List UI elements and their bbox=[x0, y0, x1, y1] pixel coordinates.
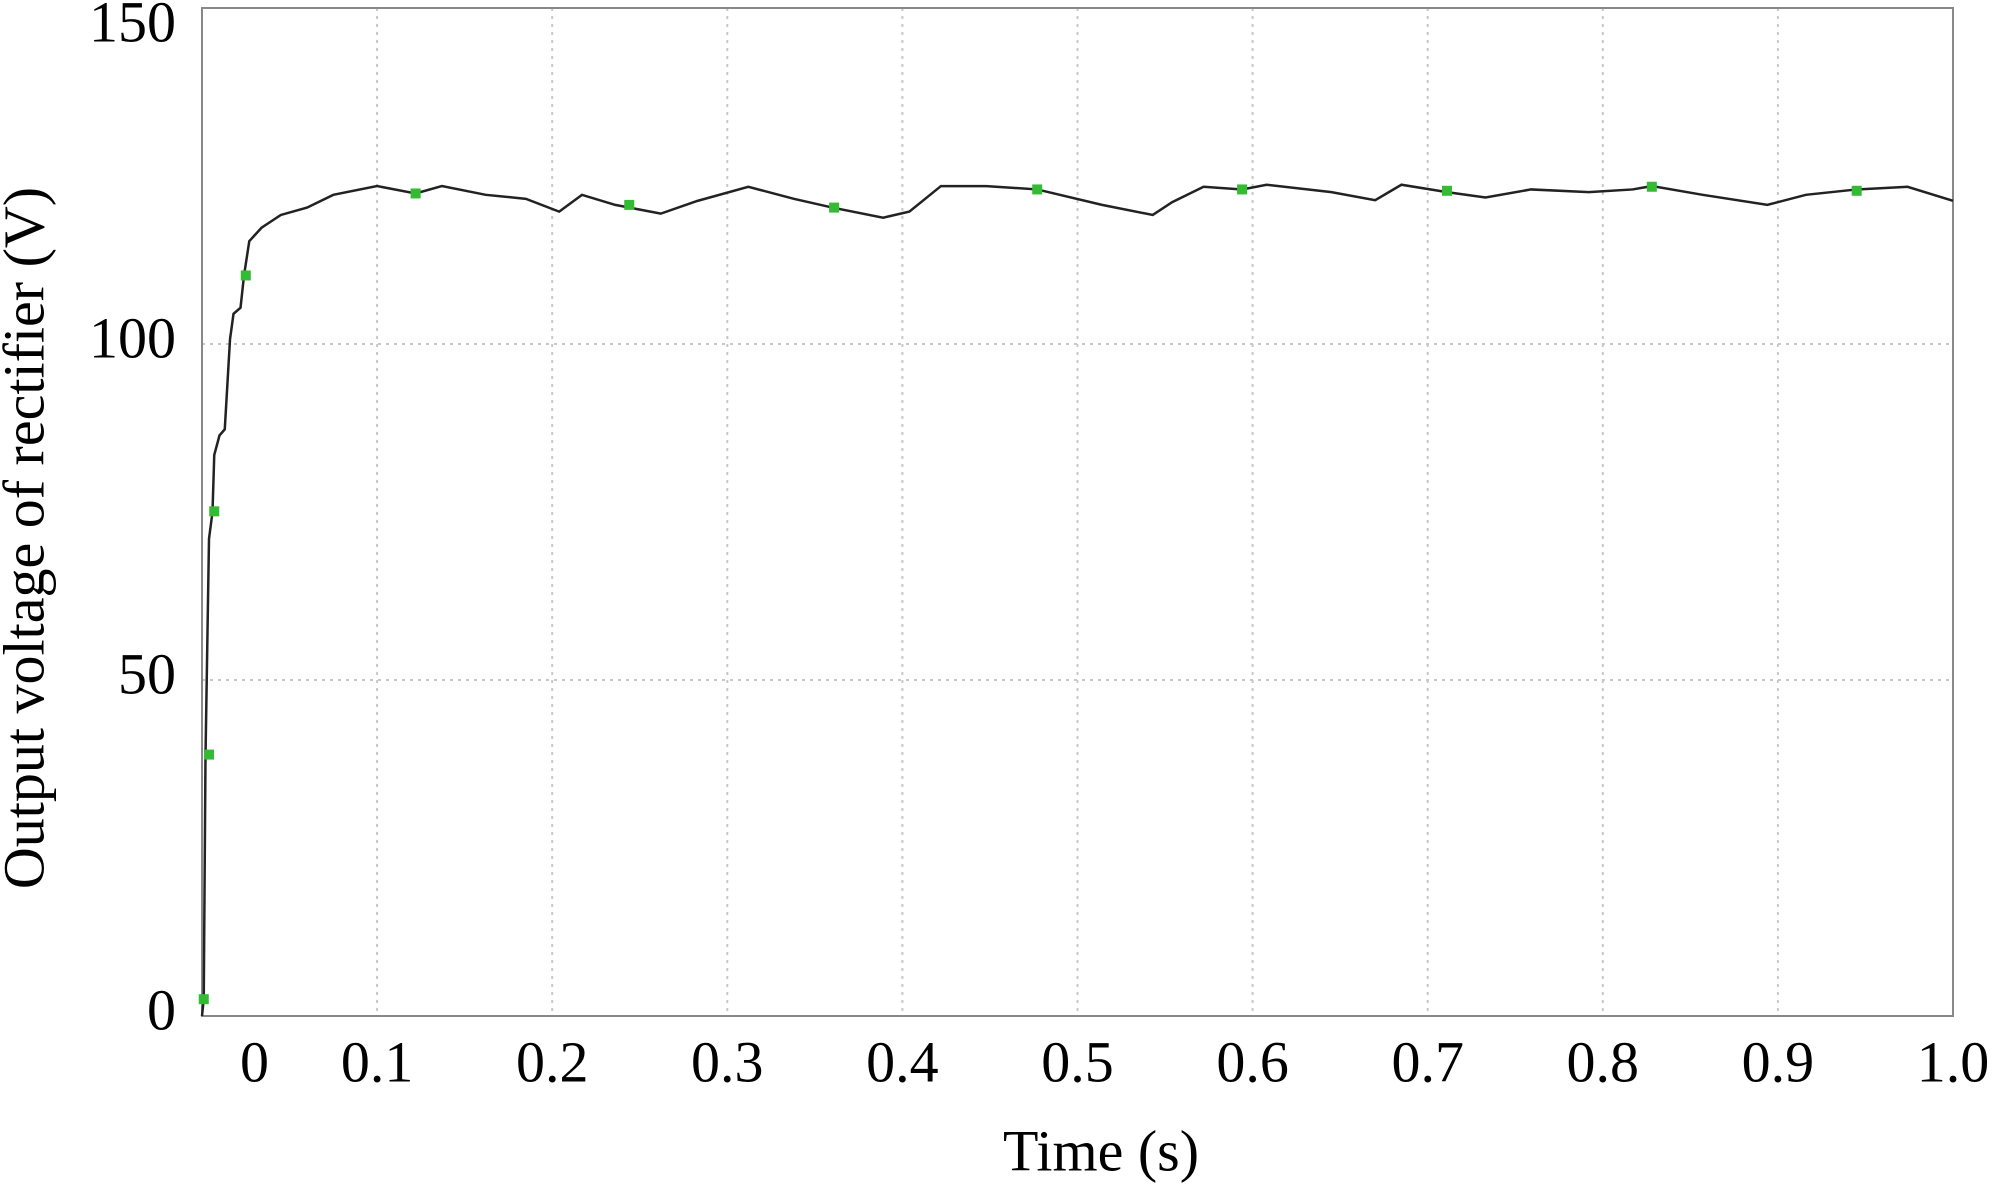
x-tick-label: 0.5 bbox=[1041, 1029, 1114, 1094]
data-marker bbox=[198, 994, 209, 1005]
x-tick-label: 0.7 bbox=[1391, 1029, 1464, 1094]
x-axis-label: Time (s) bbox=[1003, 1118, 1199, 1183]
data-marker bbox=[410, 188, 421, 199]
x-tick-label: 0.6 bbox=[1216, 1029, 1289, 1094]
x-tick-label: 0 bbox=[240, 1029, 269, 1094]
data-marker bbox=[204, 749, 215, 760]
data-marker bbox=[624, 199, 635, 210]
data-marker bbox=[240, 270, 251, 281]
x-tick-label: 0.9 bbox=[1742, 1029, 1815, 1094]
x-tick-label: 0.3 bbox=[691, 1029, 764, 1094]
data-marker bbox=[1237, 184, 1248, 195]
data-marker bbox=[209, 506, 220, 517]
y-tick-label: 150 bbox=[89, 0, 176, 54]
x-tick-label: 0.2 bbox=[516, 1029, 589, 1094]
plot-frame bbox=[201, 7, 1954, 1017]
data-marker bbox=[829, 202, 840, 213]
data-marker bbox=[1441, 185, 1452, 196]
data-marker bbox=[1851, 185, 1862, 196]
x-tick-label: 0.4 bbox=[866, 1029, 939, 1094]
data-marker bbox=[1646, 181, 1657, 192]
data-marker bbox=[1032, 184, 1043, 195]
x-tick-label: 0.1 bbox=[341, 1029, 414, 1094]
y-tick-label: 100 bbox=[89, 305, 176, 370]
y-axis-label: Output voltage of rectifier (V) bbox=[0, 187, 56, 889]
x-tick-label: 0.8 bbox=[1567, 1029, 1640, 1094]
y-tick-label: 50 bbox=[118, 641, 176, 706]
data-line bbox=[200, 183, 1954, 1017]
y-tick-label: 0 bbox=[147, 977, 176, 1042]
x-tick-label: 1.0 bbox=[1917, 1029, 1990, 1094]
